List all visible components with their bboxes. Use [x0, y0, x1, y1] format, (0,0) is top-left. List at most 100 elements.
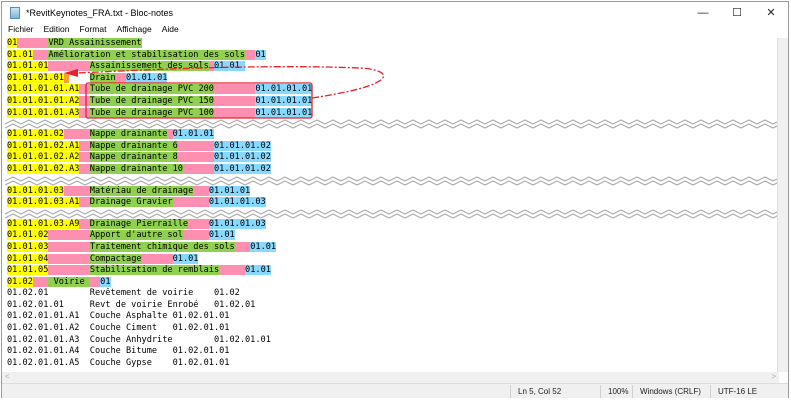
- text-segment: [213, 84, 256, 95]
- text-line: 01.01.01.02.A2 Nappe drainante 8 01.01.0…: [5, 152, 779, 164]
- text-segment: [115, 72, 127, 83]
- text-segment: 01.01.01: [7, 61, 49, 72]
- window-title: *RevitKeynotes_FRA.txt - Bloc-notes: [26, 8, 174, 18]
- text-segment: 01.01.02: [7, 230, 49, 241]
- text-segment: [79, 218, 90, 229]
- omitted-lines-break: [5, 209, 779, 219]
- text-segment: 01: [7, 38, 18, 48]
- text-segment: Drainage Pierraille: [89, 218, 189, 229]
- text-segment: 01.02.01.01.A4 Couche Bitume 01.02.01.01: [7, 346, 230, 357]
- text-segment: 01.01.01.01.A2: [7, 95, 80, 106]
- text-segment: 01.01.01: [126, 72, 168, 83]
- text-line: 01.01.01.02 Nappe drainante 01.01.01: [5, 129, 779, 141]
- text-segment: Traitement chimique des sols: [89, 241, 235, 252]
- text-segment: [48, 61, 90, 72]
- text-segment: 01.01.05: [7, 265, 49, 276]
- text-editor[interactable]: 01 VRD Assainissement 01.01 Amélioration …: [5, 38, 779, 372]
- text-segment: Nappe drainante 10: [89, 163, 183, 174]
- text-segment: [17, 38, 49, 48]
- text-segment: [32, 49, 49, 60]
- text-line: 01.01.05 Stabilisation de remblais 01.01: [5, 265, 779, 277]
- notepad-icon: [10, 7, 20, 19]
- menu-aide[interactable]: Aide: [161, 24, 179, 34]
- encoding: UTF-16 LE: [718, 387, 758, 396]
- close-button[interactable]: ✕: [766, 7, 776, 19]
- text-segment: [48, 253, 90, 264]
- text-segment: Stabilisation de remblais: [89, 265, 220, 276]
- text-segment: [63, 129, 90, 140]
- text-segment: 01.01.03: [7, 241, 49, 252]
- text-segment: 01.01: [172, 253, 199, 264]
- text-segment: 01.01.01.03: [7, 185, 64, 196]
- text-segment: 01.02.01.01.A3 Couche Anhydrite 01.02.01…: [7, 334, 271, 345]
- text-segment: [245, 49, 256, 60]
- menu-bar: Fichier Edition Format Affichage Aide: [2, 24, 189, 37]
- zoom-level: 100%: [608, 387, 629, 396]
- text-segment: [213, 95, 256, 106]
- text-segment: 01.01.01.02: [213, 152, 271, 163]
- text-segment: 01.01: [250, 241, 277, 252]
- text-line: 01.02.01.01.A4 Couche Bitume 01.02.01.01: [5, 346, 779, 358]
- text-segment: [79, 95, 90, 106]
- text-segment: Tube de drainage PVC 150: [89, 95, 214, 106]
- text-line: 01.01.01.02.A1 Nappe drainante 6 01.01.0…: [5, 140, 779, 153]
- text-line: 01.01.01.03.A1 Drainage Gravier 01.01.01…: [5, 197, 779, 209]
- text-segment: [182, 230, 209, 241]
- text-segment: 01.01.01.03: [208, 218, 266, 229]
- menu-affichage[interactable]: Affichage: [116, 24, 152, 34]
- text-segment: 01.01.01.03: [208, 197, 266, 208]
- text-line: 01.02.01.01 Revt de voirie Enrobé 01.02.…: [5, 300, 779, 312]
- text-segment: Apport d'autre sol: [89, 230, 183, 241]
- text-segment: [182, 163, 214, 174]
- menu-edition[interactable]: Edition: [43, 24, 70, 34]
- text-line: 01.01.03 Traitement chimique des sols 01…: [5, 241, 779, 254]
- text-segment: [48, 230, 90, 241]
- text-segment: Tube de drainage PVC 200: [89, 84, 214, 95]
- text-segment: 01.01.01.03.A1: [7, 197, 80, 208]
- text-line: 01.01.01.01 Drain 01.01.01: [5, 72, 779, 85]
- text-line: 01.01.02 Apport d'autre sol 01.01: [5, 230, 779, 242]
- text-line: 01.02.01.01.A2 Couche Ciment 01.02.01.01: [5, 323, 779, 335]
- text-segment: [219, 265, 246, 276]
- text-segment: Nappe drainante: [89, 129, 168, 140]
- vertical-scrollbar[interactable]: [777, 38, 788, 372]
- text-segment: 01.02.01.01.A1 Couche Asphalte 01.02.01.…: [7, 311, 230, 322]
- text-line: 01 VRD Assainissement: [5, 38, 779, 50]
- text-segment: [177, 140, 214, 151]
- text-segment: 01.01.01.01.A1: [7, 84, 80, 95]
- text-segment: [89, 276, 101, 287]
- horizontal-scrollbar[interactable]: < >: [2, 372, 779, 383]
- text-segment: 01.01.04: [7, 253, 49, 264]
- text-segment: 01.01.01.02: [213, 140, 271, 151]
- text-segment: [177, 152, 214, 163]
- text-segment: Nappe drainante 6: [89, 140, 178, 151]
- scroll-left-icon[interactable]: <: [5, 372, 10, 381]
- menu-fichier[interactable]: Fichier: [8, 24, 34, 34]
- text-segment: Drain: [89, 72, 116, 83]
- maximize-button[interactable]: ☐: [732, 7, 742, 19]
- minimize-button[interactable]: —: [697, 7, 709, 19]
- text-segment: VRD Assainissement: [48, 38, 142, 48]
- text-segment: 01: [255, 49, 266, 60]
- scroll-right-icon[interactable]: >: [771, 372, 776, 381]
- text-segment: [69, 73, 90, 83]
- text-line: 01.01.01.01.A1 Tube de drainage PVC 200 …: [5, 84, 779, 96]
- text-segment: 01.01.01.01: [255, 95, 313, 106]
- text-segment: 01.02: [7, 276, 33, 287]
- text-line: 01.01.01.01.A3 Tube de drainage PVC 100 …: [5, 107, 779, 120]
- text-segment: Voirie: [48, 276, 90, 287]
- text-segment: [234, 241, 251, 252]
- text-segment: [79, 84, 90, 95]
- text-line: 01.01.04 Compactage 01.01: [5, 253, 779, 266]
- menu-format[interactable]: Format: [79, 24, 107, 34]
- text-segment: 01.01.01.01: [7, 72, 64, 83]
- text-segment: [188, 218, 209, 229]
- text-segment: [79, 152, 90, 163]
- text-segment: [48, 241, 90, 252]
- text-line: 01.01 Amélioration et stabilisation des …: [5, 49, 779, 62]
- text-segment: 01.01.01.03.A9: [7, 218, 80, 229]
- text-segment: [193, 185, 209, 196]
- text-segment: 01.01.01.02: [7, 129, 64, 140]
- omitted-lines-break: [5, 175, 779, 186]
